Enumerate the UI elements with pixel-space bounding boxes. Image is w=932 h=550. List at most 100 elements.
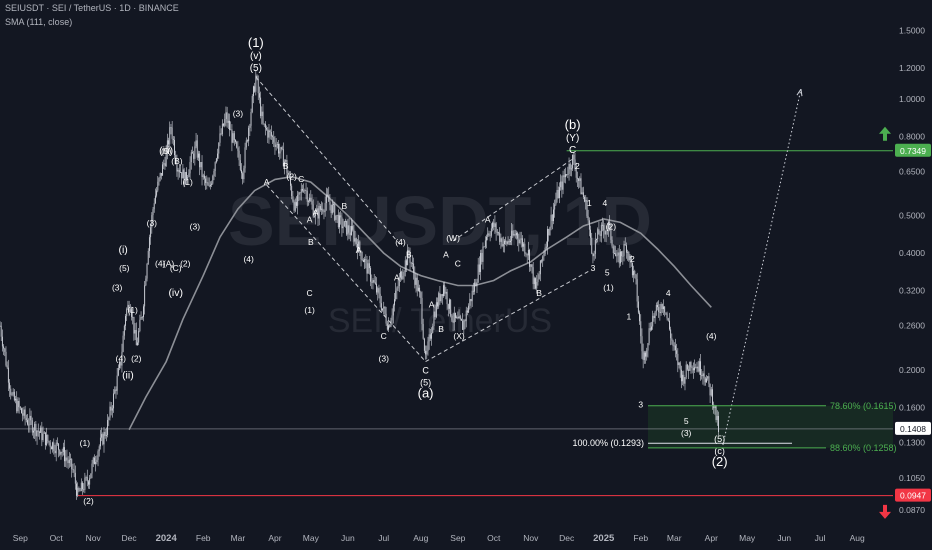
candle-body (313, 216, 315, 218)
candle-body (582, 192, 584, 197)
price-axis[interactable]: 1.5000 1.2000 1.0000 0.8000 0.6500 0.5000 0.40… (899, 26, 925, 515)
candle-body (392, 305, 394, 316)
candle-body (213, 170, 215, 177)
candle-body (122, 335, 124, 352)
candle-body (562, 175, 564, 190)
candle-body (703, 373, 705, 379)
candle-body (507, 241, 509, 244)
y-tick-label: 0.0870 (899, 505, 925, 515)
candle-body (5, 351, 7, 366)
candle-body (649, 328, 651, 330)
candle-body (689, 362, 691, 371)
candle-body (579, 178, 581, 181)
candle-body (419, 287, 421, 293)
candle-body (146, 264, 148, 279)
candle-body (54, 450, 56, 454)
candle-body (274, 142, 276, 147)
wave-label: (v) (250, 51, 262, 62)
candle-body (614, 253, 615, 254)
wave-label: (B) (171, 156, 183, 166)
sma-line (128, 175, 712, 431)
candle-body (666, 313, 668, 319)
candle-body (99, 437, 101, 447)
candle-body (530, 264, 532, 267)
candle-body (495, 223, 497, 233)
candle-body (423, 338, 425, 351)
candle-body (354, 238, 356, 242)
wave-label: (3) (147, 218, 158, 228)
candle-body (123, 325, 125, 336)
fib-zone (648, 405, 893, 448)
candle-body (79, 490, 81, 492)
candle-body (221, 123, 223, 135)
candle-body (691, 367, 693, 369)
candle-body (268, 130, 270, 138)
candle-body (643, 352, 645, 360)
candle-body (661, 304, 663, 310)
candle-body (323, 211, 325, 213)
candle-body (563, 175, 565, 178)
wave-label: (a) (418, 386, 434, 401)
candle-body (281, 147, 283, 150)
candle-body (585, 200, 587, 202)
candle-body (631, 262, 633, 276)
candle-body (615, 253, 617, 257)
candle-body (48, 441, 50, 443)
candle-body (455, 312, 456, 318)
candle-body (377, 288, 379, 293)
candle-body (652, 315, 654, 327)
candle-body (174, 139, 175, 156)
candle-body (335, 215, 337, 220)
wave-label: (1) (248, 35, 264, 50)
candle-body (120, 361, 122, 366)
candle-body (148, 237, 150, 251)
wave-channels (255, 76, 590, 363)
candle-body (598, 229, 600, 235)
x-tick-label: Sep (13, 533, 28, 543)
wave-label: (1) (603, 283, 614, 293)
wave-label: (1) (304, 305, 315, 315)
candle-body (312, 204, 314, 217)
candle-body (270, 132, 272, 137)
candle-body (669, 320, 670, 330)
candle-body (578, 178, 580, 181)
candle-body (199, 153, 201, 168)
candle-body (508, 241, 510, 243)
candle-body (242, 173, 244, 180)
candle-body (217, 153, 219, 159)
candle-body (230, 129, 232, 131)
wave-label: 1 (626, 311, 631, 321)
candle-body (44, 432, 46, 446)
candle-body (171, 127, 173, 139)
candle-body (195, 140, 197, 147)
candle-body (443, 285, 444, 297)
channel-line (266, 184, 426, 362)
candle-body (602, 224, 603, 226)
candle-body (531, 264, 533, 268)
candle-body (140, 317, 142, 320)
candle-body (511, 230, 513, 241)
wave-label: (2) (712, 454, 728, 469)
candle-body (139, 319, 141, 332)
indicator-legend[interactable]: SMA (111, close) (5, 17, 73, 27)
candle-body (141, 317, 143, 318)
time-axis[interactable]: Sep Oct Nov Dec 2024 Feb Mar Apr May Jun Jul Aug Sep… (13, 533, 865, 544)
candle-body (23, 409, 25, 416)
candle-body (518, 238, 520, 244)
wave-label: (3) (190, 222, 201, 232)
candle-body (388, 325, 389, 330)
candle-body (282, 149, 284, 167)
candle-body (439, 293, 441, 302)
candle-body (237, 147, 239, 151)
candle-body (236, 141, 238, 148)
candle-body (219, 133, 221, 143)
candle-body (496, 232, 498, 234)
candle-body (707, 376, 709, 379)
candle-body (35, 423, 37, 437)
candle-body (301, 189, 303, 191)
symbol-title[interactable]: SEIUSDT · SEI / TetherUS · 1D · BINANCE (5, 3, 179, 13)
candle-body (477, 264, 479, 283)
candle-body (524, 243, 526, 254)
candle-body (104, 431, 106, 436)
